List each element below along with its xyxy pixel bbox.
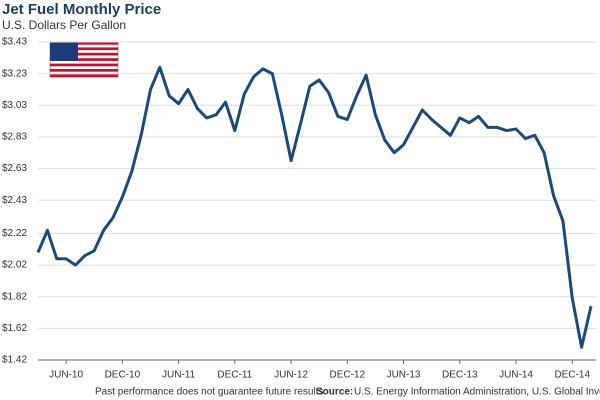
y-tick-label: $3.23 [2,68,27,79]
source: U.S. Energy Information Administration, … [354,387,600,398]
x-tick-label: JUN-11 [162,370,196,381]
y-tick-label: $2.43 [2,195,27,206]
y-tick-label: $2.22 [2,228,27,239]
footnote: Past performance does not guarantee futu… [95,387,326,398]
y-tick-label: $3.43 [2,37,27,48]
line [36,65,593,349]
x-tick-label: DEC-14 [554,370,590,381]
source-label: Source: [316,387,353,398]
x-tick-label: DEC-10 [105,370,141,381]
y-tick-label: $2.83 [2,132,27,143]
y-tick-label: $2.63 [2,163,27,174]
x-tick-label: DEC-11 [217,370,252,381]
x-tick-label: JUN-14 [499,370,533,381]
y-tick-label: $1.62 [2,323,27,334]
y-tick-label: $3.03 [2,100,27,111]
x-tick-label: JUN-13 [387,370,421,381]
flag [49,41,119,78]
x-tick-label: DEC-13 [442,370,478,381]
y-tick-label: $2.02 [2,260,27,271]
x-tick-label: DEC-12 [330,370,366,381]
chart-subtitle: U.S. Dollars Per Gallon [2,18,126,32]
y-tick-label: $1.82 [2,291,27,302]
y-tick-label: $1.42 [2,355,27,366]
x-tick-label: JUN-12 [274,370,308,381]
x-tick-label: JUN-10 [49,370,83,381]
chart-title: Jet Fuel Monthly Price [2,1,161,18]
